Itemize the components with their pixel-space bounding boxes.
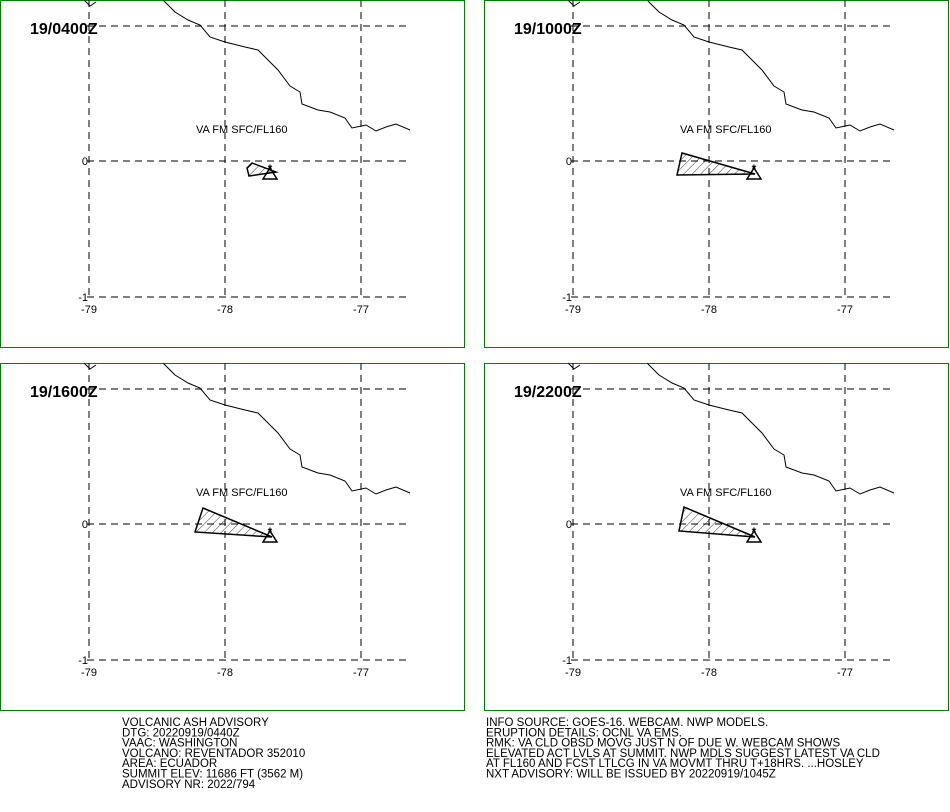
ash-level: VA FM SFC/FL160 (196, 487, 288, 499)
ash-area (676, 152, 756, 176)
lon-label: -79 (565, 667, 581, 679)
coastline (646, 362, 895, 495)
advisory-line: ELEVATED ACT LVLS AT SUMMIT. NWP MDLS SU… (486, 748, 880, 760)
coastline (83, 362, 97, 370)
volcano-symbol (745, 529, 763, 543)
lon-label: -77 (353, 667, 369, 679)
valid-time: 19/0400Z (30, 21, 98, 38)
coastline (567, 0, 581, 7)
ash-level: VA FM SFC/FL160 (680, 487, 772, 499)
lon-label: -78 (217, 304, 233, 316)
lat-label: -1 (78, 292, 88, 304)
coastline (162, 0, 411, 132)
ash-area (678, 505, 756, 538)
valid-time: 19/1000Z (514, 21, 582, 38)
volcano-marker: * (268, 162, 273, 176)
volcano-symbol (261, 166, 279, 180)
lon-label: -77 (837, 304, 853, 316)
map-panel: * 19/1600Z VA FM SFC/FL160 -79 -78 -77 0 -1 (0, 362, 465, 711)
lat-label: -1 (562, 655, 572, 667)
volcano-marker: * (752, 525, 757, 539)
ash-area (246, 162, 279, 177)
coastline (83, 0, 97, 7)
ash-level: VA FM SFC/FL160 (680, 124, 772, 136)
advisory-line: INFO SOURCE: GOES-16. WEBCAM. NWP MODELS… (486, 717, 768, 729)
advisory-line: SUMMIT ELEV: 11686 FT (3562 M) (122, 769, 303, 781)
ash-area (193, 506, 273, 538)
advisory-line: NXT ADVISORY: WILL BE ISSUED BY 20220919… (486, 769, 776, 781)
panel-border (0, 363, 465, 711)
coastline (646, 0, 895, 132)
advisory-line: AT FL160 AND FCST LTLCG IN VA MOVMT THRU… (486, 758, 864, 770)
advisory-line: AREA: ECUADOR (122, 758, 217, 770)
lon-label: -78 (701, 304, 717, 316)
valid-time: 19/1600Z (30, 384, 98, 401)
advisory-line: ERUPTION DETAILS: OCNL VA EMS. (486, 727, 682, 739)
volcano-symbol (745, 166, 763, 180)
volcano-symbol (261, 529, 279, 543)
lon-label: -78 (701, 667, 717, 679)
lat-label: 0 (82, 519, 88, 531)
map-panel: * 19/0400Z VA FM SFC/FL160 -79 -78 -77 0 -1 (0, 0, 465, 348)
panel-border (484, 363, 949, 711)
advisory-line: ADVISORY NR: 2022/794 (122, 779, 256, 791)
lat-label: 0 (566, 156, 572, 168)
lon-label: -78 (217, 667, 233, 679)
lat-label: 0 (82, 156, 88, 168)
panel-border (0, 0, 465, 348)
coastline (162, 362, 411, 495)
map-panel: * 19/2200Z VA FM SFC/FL160 -79 -78 -77 0 -1 (484, 362, 949, 711)
advisory-line: RMK: VA CLD OBSD MOVG JUST N OF DUE W. W… (486, 738, 841, 750)
lon-label: -79 (81, 304, 97, 316)
volcano-marker: * (268, 525, 273, 539)
lon-label: -79 (81, 667, 97, 679)
valid-time: 19/2200Z (514, 384, 582, 401)
lon-label: -79 (565, 304, 581, 316)
coastline (567, 362, 581, 370)
advisory-line: VOLCANIC ASH ADVISORY (122, 717, 269, 729)
lon-label: -77 (353, 304, 369, 316)
advisory-line: DTG: 20220919/0440Z (122, 727, 240, 739)
map-panel: * 19/1000Z VA FM SFC/FL160 -79 -78 -77 0 -1 (484, 0, 949, 348)
lat-label: 0 (566, 519, 572, 531)
lat-label: -1 (78, 655, 88, 667)
lat-label: -1 (562, 292, 572, 304)
advisory-line: VOLCANO: REVENTADOR 352010 (122, 748, 305, 760)
lon-label: -77 (837, 667, 853, 679)
volcano-marker: * (752, 162, 757, 176)
advisory-line: VAAC: WASHINGTON (122, 738, 237, 750)
ash-level: VA FM SFC/FL160 (196, 124, 288, 136)
